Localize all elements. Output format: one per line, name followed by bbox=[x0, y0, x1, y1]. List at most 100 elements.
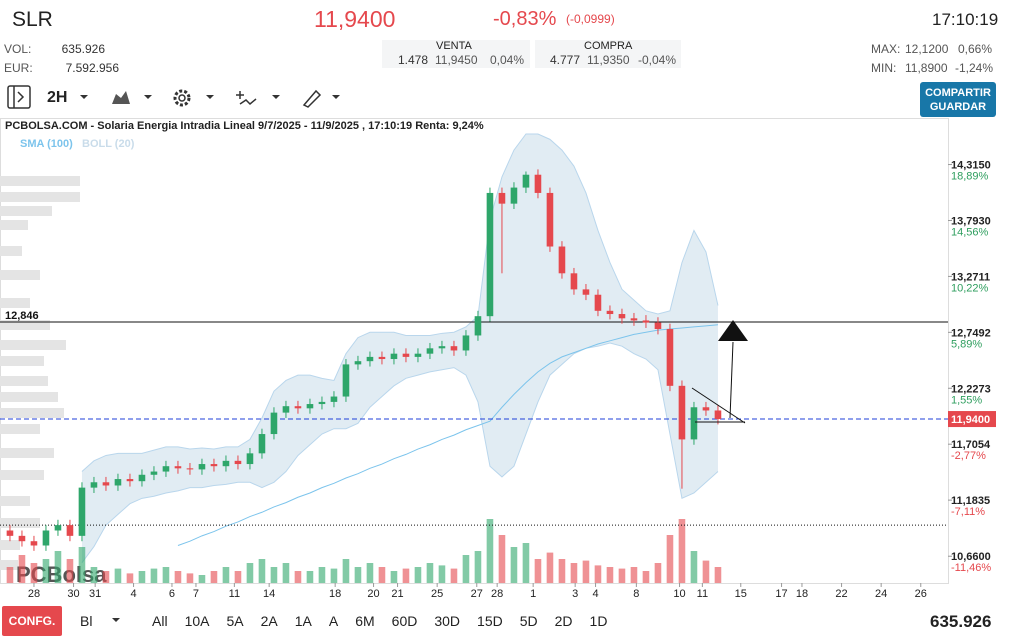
candle-body bbox=[426, 348, 434, 354]
period-button[interactable]: 5A bbox=[226, 613, 244, 629]
period-button[interactable]: 30D bbox=[434, 613, 461, 629]
price-tag bbox=[948, 411, 996, 428]
draw-button[interactable] bbox=[302, 89, 340, 108]
settings-button[interactable] bbox=[173, 89, 214, 107]
candle-body bbox=[702, 407, 710, 411]
volume-bar bbox=[414, 567, 422, 583]
y-tick-change: 1,55% bbox=[951, 394, 982, 406]
compra-box bbox=[535, 40, 681, 68]
save-label: GUARDAR bbox=[929, 101, 987, 113]
x-tick-label: 7 bbox=[193, 588, 199, 600]
x-tick-label: 31 bbox=[89, 588, 101, 600]
footer-volume: 635.926 bbox=[930, 612, 992, 631]
period-button[interactable]: 2A bbox=[260, 613, 278, 629]
toolbar-icons bbox=[7, 85, 340, 109]
candle-body bbox=[654, 322, 662, 330]
x-tick-label: 11 bbox=[697, 588, 708, 600]
volume-bar bbox=[198, 575, 206, 583]
chart-title: PCBOLSA.COM - Solaria Energia Intradia L… bbox=[5, 120, 484, 132]
period-button[interactable]: 1A bbox=[294, 613, 312, 629]
y-tick-label: 12,2273 bbox=[951, 383, 991, 395]
compra-price: 11,9350 bbox=[587, 53, 630, 67]
volume-bar bbox=[354, 567, 362, 583]
mode-dropdown bbox=[112, 618, 120, 622]
period-button[interactable]: All bbox=[152, 613, 168, 629]
chart: PCBOLSA.COM - Solaria Energia Intradia L… bbox=[0, 118, 996, 600]
eur: 7.592.956 bbox=[65, 61, 119, 75]
indicators-button[interactable] bbox=[236, 91, 280, 106]
volume-bar bbox=[78, 547, 86, 583]
period-button[interactable]: A bbox=[328, 613, 339, 629]
volume-profile-bar bbox=[0, 298, 30, 308]
candle-body bbox=[30, 541, 38, 546]
bollinger-lower bbox=[81, 342, 719, 563]
x-tick-label: 30 bbox=[67, 588, 79, 600]
volume-bar bbox=[258, 559, 266, 583]
period-button[interactable]: 5D bbox=[519, 613, 538, 629]
config-button[interactable]: CONFG. bbox=[2, 606, 62, 636]
volume-bar bbox=[150, 568, 158, 583]
period-button[interactable]: 15D bbox=[477, 613, 503, 629]
price: 11,9400 bbox=[314, 6, 396, 32]
candle-body bbox=[54, 525, 62, 531]
period-button[interactable]: 60D bbox=[391, 613, 418, 629]
volume-profile-bar bbox=[0, 176, 80, 186]
dropdown-arrow bbox=[80, 95, 88, 99]
volume-bar bbox=[306, 571, 314, 583]
interval[interactable]: 2H bbox=[47, 89, 68, 106]
y-tick-change: 14,56% bbox=[951, 226, 989, 238]
period-button[interactable]: 1D bbox=[589, 613, 608, 629]
volume-bar bbox=[246, 563, 254, 583]
volume-profile-bar bbox=[0, 448, 54, 458]
price-tag-label: 11,9400 bbox=[951, 414, 990, 426]
candle-body bbox=[582, 289, 590, 295]
volume-bar bbox=[66, 559, 74, 583]
eur-label: EUR: bbox=[4, 61, 33, 75]
x-tick-label: 11 bbox=[229, 588, 240, 600]
candle-body bbox=[678, 385, 686, 440]
candle-body bbox=[354, 361, 362, 365]
volume-bar bbox=[630, 567, 638, 583]
period-button[interactable]: 10A bbox=[184, 613, 210, 629]
volume-bar bbox=[30, 563, 38, 583]
mode-button[interactable]: Bl bbox=[80, 613, 93, 629]
change-pct: -0,83% bbox=[493, 8, 557, 30]
candle-body bbox=[690, 407, 698, 440]
chart-type-button[interactable] bbox=[112, 91, 152, 104]
plot-frame bbox=[0, 118, 949, 584]
vol-label: VOL: bbox=[4, 42, 32, 56]
volume-profile-bar bbox=[0, 220, 28, 230]
ticker: SLR bbox=[12, 8, 53, 31]
x-tick-label: 15 bbox=[735, 588, 747, 600]
x-tick-label: 4 bbox=[592, 588, 598, 600]
venta-qty: 1.478 bbox=[398, 53, 429, 67]
candle-body bbox=[42, 530, 50, 546]
volume-bar bbox=[282, 563, 290, 583]
volume-bar bbox=[6, 567, 14, 583]
volume-profile-bar bbox=[0, 192, 80, 202]
vol: 635.926 bbox=[61, 42, 105, 56]
period-button[interactable]: 6M bbox=[355, 613, 375, 629]
candle-body bbox=[714, 410, 722, 420]
volume-bar bbox=[522, 543, 530, 583]
volume-profile-bar bbox=[0, 496, 30, 506]
y-tick-label: 14,3150 bbox=[951, 160, 991, 172]
candle-body bbox=[474, 316, 482, 336]
volume-bar bbox=[234, 571, 242, 583]
period-button[interactable]: 2D bbox=[554, 613, 573, 629]
line-label: 12,846 bbox=[5, 310, 39, 322]
candle-body bbox=[210, 464, 218, 467]
change-abs: (-0,0999) bbox=[566, 12, 615, 26]
panel-toggle[interactable] bbox=[7, 85, 31, 109]
candle-body bbox=[114, 479, 122, 486]
x-tick-label: 18 bbox=[329, 588, 341, 600]
compra-label: COMPRA bbox=[584, 40, 633, 52]
x-tick-label: 22 bbox=[835, 588, 847, 600]
share-save-button[interactable]: COMPARTIR GUARDAR bbox=[920, 82, 996, 117]
volume-bar bbox=[510, 547, 518, 583]
candle-body bbox=[558, 246, 566, 274]
legend-entry: SMA (100) bbox=[20, 138, 73, 150]
candle-body bbox=[414, 353, 422, 357]
candle-body bbox=[330, 396, 338, 402]
